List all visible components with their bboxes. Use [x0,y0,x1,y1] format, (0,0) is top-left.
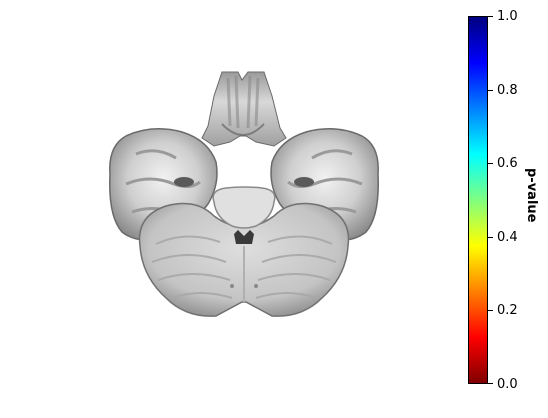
colorbar-tick [488,237,493,238]
colorbar-tick [488,383,493,384]
colorbar-tick-label: 0.0 [497,377,518,392]
colorbar-tick [488,310,493,311]
colorbar-tick [488,16,493,17]
colorbar-tick-label: 0.2 [497,303,518,318]
colorbar [468,16,488,384]
colorbar-tick-label: 0.6 [497,156,518,171]
colorbar-tick [488,163,493,164]
fourth-ventricle [234,230,254,244]
colorbar-tick-label: 0.8 [497,83,518,98]
colorbar-tick [488,90,493,91]
colorbar-label: p-value [524,168,539,223]
colorbar-tick-label: 0.4 [497,230,518,245]
brain-slice-image [109,71,379,317]
frontal-lobes [201,71,287,147]
brainstem [212,186,276,229]
colorbar-tick-label: 1.0 [497,9,518,24]
